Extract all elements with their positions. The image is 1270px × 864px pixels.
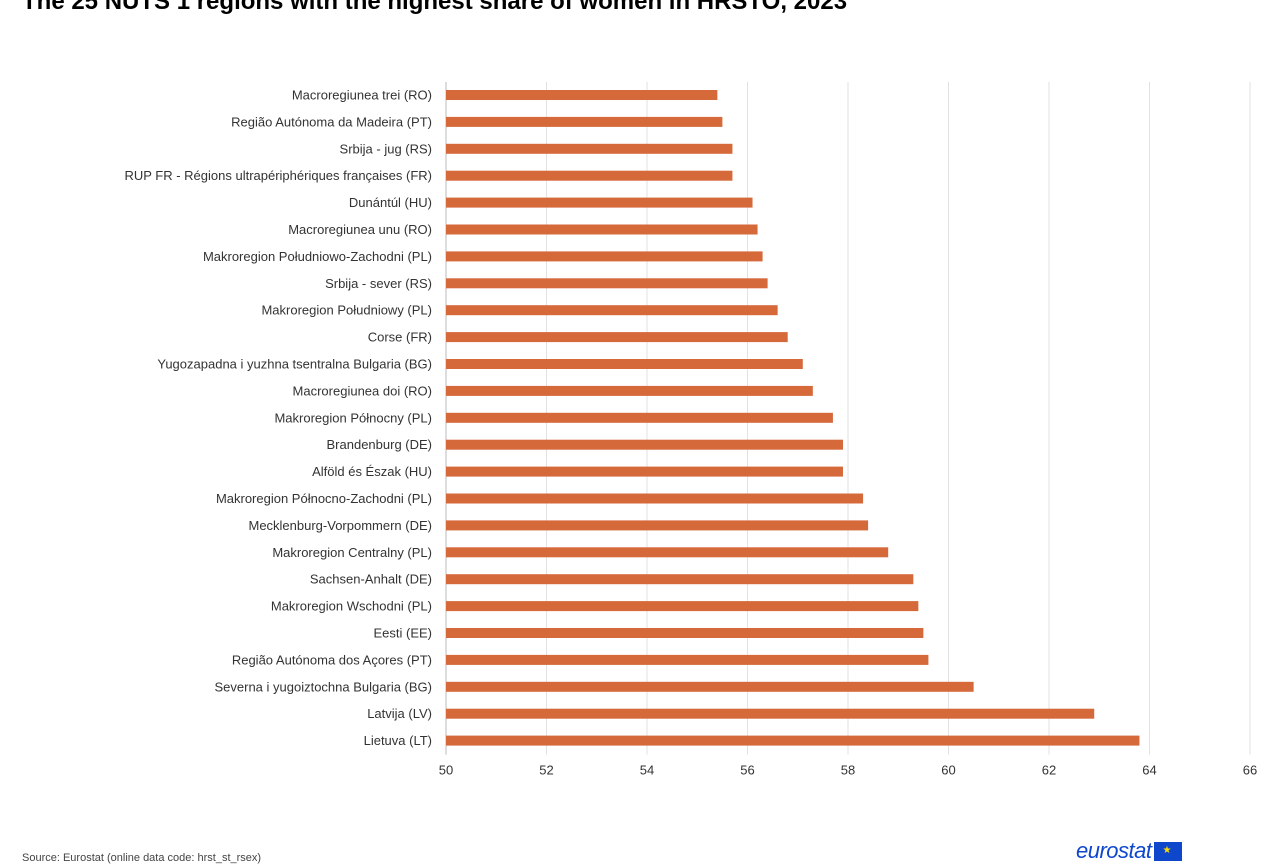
bar bbox=[446, 170, 733, 181]
category-label: Brandenburg (DE) bbox=[327, 437, 433, 452]
category-label: Makroregion Północno-Zachodni (PL) bbox=[216, 491, 432, 506]
category-label: Makroregion Centralny (PL) bbox=[272, 545, 432, 560]
category-label: Região Autónoma da Madeira (PT) bbox=[231, 114, 432, 129]
x-tick-label: 54 bbox=[640, 763, 654, 778]
bars bbox=[446, 90, 1140, 746]
bar bbox=[446, 143, 733, 154]
category-label: Srbija - jug (RS) bbox=[340, 141, 432, 156]
bar bbox=[446, 520, 869, 531]
category-label: Makroregion Wschodni (PL) bbox=[271, 599, 432, 614]
x-tick-label: 50 bbox=[439, 763, 453, 778]
bar bbox=[446, 332, 788, 343]
x-tick-label: 52 bbox=[539, 763, 553, 778]
bar bbox=[446, 197, 753, 208]
category-labels: Macroregiunea trei (RO) Região Autónoma d… bbox=[124, 88, 432, 749]
category-label: Macroregiunea trei (RO) bbox=[292, 88, 432, 103]
bar bbox=[446, 681, 974, 692]
category-label: Makroregion Południowo-Zachodni (PL) bbox=[203, 249, 432, 264]
eurostat-wordmark: eurostat bbox=[1076, 838, 1152, 863]
category-label: Dunántúl (HU) bbox=[349, 195, 432, 210]
bar bbox=[446, 116, 723, 127]
category-label: Makroregion Północny (PL) bbox=[274, 410, 432, 425]
category-label: Lietuva (LT) bbox=[364, 733, 432, 748]
category-label: Alföld és Észak (HU) bbox=[312, 464, 432, 479]
category-label: Sachsen-Anhalt (DE) bbox=[310, 572, 432, 587]
category-label: Macroregiunea unu (RO) bbox=[288, 222, 432, 237]
bar bbox=[446, 385, 813, 396]
bar bbox=[446, 439, 843, 450]
bar bbox=[446, 412, 833, 423]
x-tick-label: 62 bbox=[1042, 763, 1056, 778]
bar bbox=[446, 735, 1140, 746]
bar bbox=[446, 493, 864, 504]
x-tick-label: 64 bbox=[1142, 763, 1156, 778]
bar bbox=[446, 547, 889, 558]
category-label: Severna i yugoiztochna Bulgaria (BG) bbox=[214, 679, 432, 694]
bar bbox=[446, 251, 763, 262]
bar bbox=[446, 654, 929, 665]
eurostat-logo: eurostat bbox=[1076, 838, 1182, 864]
source-note: Source: Eurostat (online data code: hrst… bbox=[22, 852, 262, 864]
bar bbox=[446, 224, 758, 235]
bar bbox=[446, 466, 843, 477]
bar bbox=[446, 628, 924, 638]
bar bbox=[446, 90, 718, 100]
category-label: Srbija - sever (RS) bbox=[325, 276, 432, 291]
x-tick-label: 60 bbox=[941, 763, 955, 778]
category-label: Corse (FR) bbox=[368, 330, 432, 345]
bar bbox=[446, 601, 919, 612]
bar bbox=[446, 305, 778, 316]
bar bbox=[446, 574, 914, 585]
chart-title: The 25 NUTS 1 regions with the highest s… bbox=[22, 0, 848, 15]
category-label: Makroregion Południowy (PL) bbox=[261, 303, 432, 318]
category-label: Região Autónoma dos Açores (PT) bbox=[232, 652, 432, 667]
bar bbox=[446, 359, 803, 369]
x-tick-label: 56 bbox=[740, 763, 754, 778]
x-tick-labels: 50 52 54 56 58 60 62 64 66 bbox=[439, 763, 1257, 778]
category-label: Eesti (EE) bbox=[373, 626, 432, 641]
category-label: RUP FR - Régions ultrapériphériques fran… bbox=[124, 168, 432, 183]
eu-flag-icon bbox=[1153, 841, 1182, 861]
category-label: Latvija (LV) bbox=[367, 706, 432, 721]
category-label: Macroregiunea doi (RO) bbox=[293, 383, 432, 398]
x-tick-label: 58 bbox=[841, 763, 855, 778]
bar bbox=[446, 278, 768, 289]
category-label: Mecklenburg-Vorpommern (DE) bbox=[248, 518, 432, 533]
category-label: Yugozapadna i yuzhna tsentralna Bulgaria… bbox=[157, 357, 432, 372]
bar bbox=[446, 708, 1095, 719]
x-tick-label: 66 bbox=[1243, 763, 1257, 778]
